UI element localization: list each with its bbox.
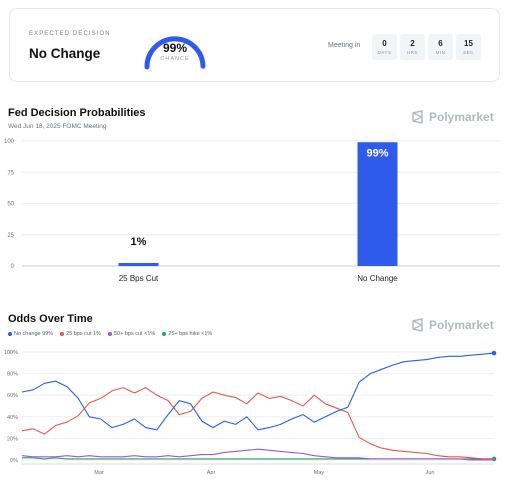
legend-dot-no-change [8, 332, 12, 336]
gauge-label: CHANCE [160, 56, 190, 62]
expected-decision-card: EXPECTED DECISION No Change 99% CHANCE M… [9, 8, 500, 82]
polymarket-logo-text: Polymarket [429, 110, 494, 124]
legend-item-no-change[interactable]: No change 99% [8, 331, 53, 337]
countdown-days-value: 0 [382, 39, 387, 48]
legend-item-25-bps-cut[interactable]: 25 bps cut 1% [60, 331, 101, 337]
bar-category-label: No Change [357, 274, 398, 283]
legend-item-50-bps-cut[interactable]: 50+ bps cut <1% [108, 331, 155, 337]
countdown-minutes-unit: MIN [435, 50, 446, 55]
countdown-hours: 2 HRS [400, 34, 425, 60]
countdown-hours-unit: HRS [406, 50, 418, 55]
line-x-tick: May [314, 470, 325, 476]
countdown-seconds-unit: SEC [463, 50, 474, 55]
series-line-50-bps-cut[interactable] [21, 448, 494, 461]
countdown-minutes: 6 MIN [428, 34, 453, 60]
odds-legend: No change 99% 25 bps cut 1% 50+ bps cut … [8, 331, 212, 337]
line-y-tick: 0% [10, 458, 18, 464]
series-end-dot [491, 350, 497, 356]
countdown-days-unit: DAYS [377, 50, 392, 55]
line-y-tick: 40% [7, 415, 18, 421]
line-y-tick: 20% [7, 436, 18, 442]
polymarket-logo-odds-icon [412, 318, 423, 332]
meeting-in-label: Meeting in [328, 42, 361, 49]
polymarket-logo-odds[interactable]: Polymarket [411, 318, 494, 332]
line-x-tick: Jun [426, 470, 435, 476]
bar-y-tick: 0 [11, 264, 15, 270]
legend-label-50-bps-cut: 50+ bps cut <1% [114, 331, 156, 337]
polymarket-logo[interactable]: Polymarket [411, 110, 494, 124]
countdown-seconds: 15 SEC [456, 34, 481, 60]
polymarket-logo-odds-text: Polymarket [429, 318, 494, 332]
bar-data-label: 1% [131, 236, 147, 248]
line-y-tick: 100% [4, 350, 18, 356]
odds-line-chart[interactable]: 0% 20% 40% 60% 80% 100% Mar Apr May Jun [0, 340, 508, 480]
line-x-tick: Mar [94, 470, 104, 476]
probabilities-subtitle: Wed Jun 18, 2025 FOMC Meeting [8, 123, 107, 130]
legend-dot-50-bps-cut [108, 332, 112, 336]
expected-decision-value: No Change [29, 46, 101, 61]
countdown-seconds-value: 15 [464, 39, 473, 48]
countdown-hours-value: 2 [410, 39, 415, 48]
expected-decision-label: EXPECTED DECISION [29, 31, 111, 37]
gauge-percent: 99% [162, 41, 188, 55]
odds-title: Odds Over Time [8, 313, 93, 325]
countdown-minutes-value: 6 [438, 39, 443, 48]
line-y-tick: 80% [7, 372, 18, 378]
legend-label-no-change: No change 99% [14, 331, 54, 337]
legend-label-25-bps-cut: 25 bps cut 1% [66, 331, 101, 337]
series-line-no-change[interactable] [21, 352, 495, 431]
line-y-tick: 60% [7, 393, 18, 399]
legend-item-25-bps-hike[interactable]: 25+ bps hike <1% [162, 331, 212, 337]
probabilities-title: Fed Decision Probabilities [8, 107, 146, 119]
countdown-days: 0 DAYS [372, 34, 397, 60]
bar-y-tick: 25 [7, 233, 14, 239]
bar-y-tick: 75 [7, 170, 14, 176]
bar-y-tick: 100 [4, 139, 15, 145]
series-line-25-bps-cut[interactable] [21, 387, 494, 460]
polymarket-logo-icon [412, 110, 423, 124]
gauge-fill [144, 36, 206, 70]
legend-dot-25-bps-hike [162, 332, 167, 336]
legend-label-25-bps-hike: 25+ bps hike <1% [168, 331, 213, 337]
bar-0[interactable] [118, 263, 159, 266]
probabilities-bar-chart: 0 25 50 75 100 1% 25 Bps Cut 99% No Change [4, 139, 500, 283]
chance-gauge [144, 36, 206, 70]
legend-dot-25-bps-cut [60, 332, 65, 336]
bar-category-label: 25 Bps Cut [119, 274, 159, 283]
bar-y-tick: 50 [7, 202, 14, 208]
bar-data-label: 99% [366, 147, 388, 159]
line-x-tick: Apr [207, 470, 216, 476]
bar-1[interactable] [357, 142, 398, 266]
